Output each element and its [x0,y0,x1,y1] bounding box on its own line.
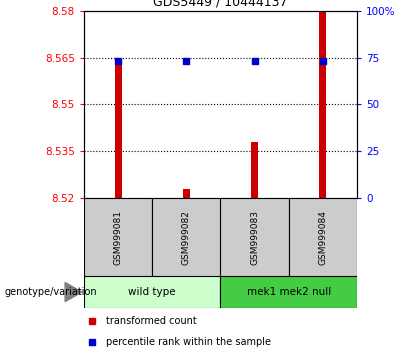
Bar [183,189,190,198]
Bar [289,198,357,276]
Text: transformed count: transformed count [106,316,197,326]
Text: GSM999081: GSM999081 [114,210,123,265]
Bar [220,198,289,276]
Bar [251,142,258,198]
Text: mek1 mek2 null: mek1 mek2 null [247,287,331,297]
Bar [220,276,357,308]
Text: genotype/variation: genotype/variation [4,287,97,297]
Text: GSM999083: GSM999083 [250,210,259,265]
Bar [84,198,152,276]
Text: percentile rank within the sample: percentile rank within the sample [106,337,271,348]
Text: GSM999084: GSM999084 [318,210,327,265]
Bar [115,64,121,198]
Title: GDS5449 / 10444137: GDS5449 / 10444137 [153,0,288,8]
Bar [84,276,220,308]
Bar [320,11,326,198]
Bar [152,198,221,276]
Text: GSM999082: GSM999082 [182,210,191,265]
Polygon shape [65,282,82,302]
Text: wild type: wild type [129,287,176,297]
